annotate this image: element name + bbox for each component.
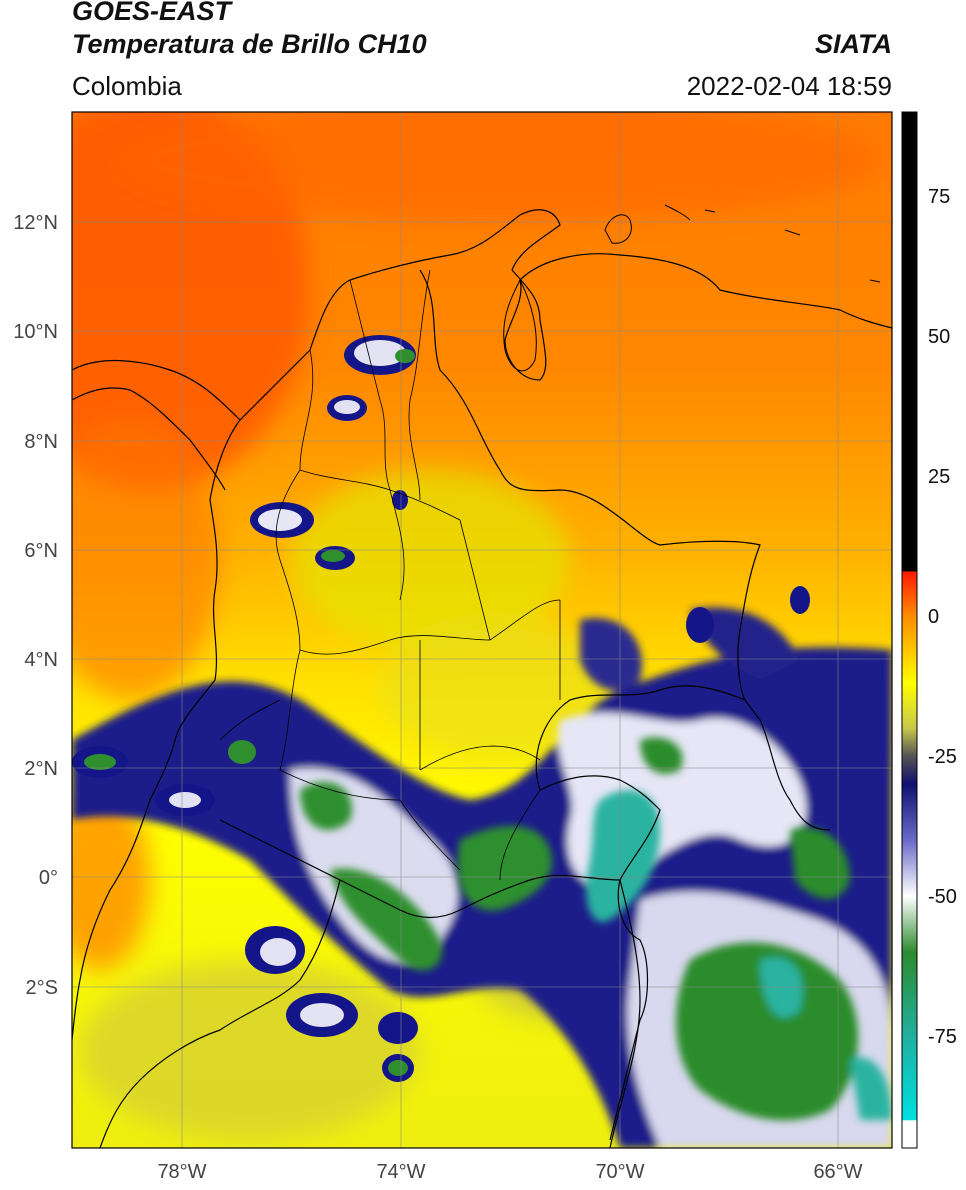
colorbar-tick-label: 25 — [928, 466, 950, 488]
lat-tick-label: 10°N — [13, 321, 58, 343]
lon-tick-label: 66°W — [813, 1161, 862, 1183]
colorbar-tick-label: 75 — [928, 186, 950, 208]
lat-tick-label: 0° — [39, 867, 58, 889]
ecuador-peru-border — [99, 879, 341, 1148]
lon-tick-label: 70°W — [595, 1161, 644, 1183]
lat-tick-label: 4°N — [24, 649, 58, 671]
colorbar-tick-label: -75 — [928, 1026, 957, 1048]
colorbar-tick-label: 0 — [928, 606, 939, 628]
lon-tick-label: 74°W — [376, 1161, 425, 1183]
satellite-title: GOES-EAST — [72, 0, 232, 26]
isolated-convective-cells — [72, 335, 810, 1082]
colorbar — [902, 112, 917, 1148]
agency-label: SIATA — [815, 29, 892, 59]
lon-tick-label: 78°W — [157, 1161, 206, 1183]
lake-maracaibo — [503, 278, 537, 372]
satellite-imagery — [72, 112, 892, 1148]
graticule — [72, 112, 892, 1148]
colombia-peru-border — [219, 819, 621, 919]
product-title: Temperatura de Brillo CH10 — [72, 29, 427, 59]
timestamp-label: 2022-02-04 18:59 — [686, 71, 892, 101]
colorbar-tick-label: 50 — [928, 326, 950, 348]
lat-tick-label: 6°N — [24, 540, 58, 562]
colorbar-tick-label: -25 — [928, 746, 957, 768]
region-label: Colombia — [72, 71, 182, 101]
lat-tick-label: 2°N — [24, 758, 58, 780]
latitude-axis: 12°N 10°N 8°N 6°N 4°N 2°N 0° 2°S — [13, 212, 58, 999]
dept-boundaries — [219, 269, 561, 881]
colombia-venezuela-border — [419, 269, 831, 831]
caribbean-coast — [72, 209, 892, 421]
lat-tick-label: 12°N — [13, 212, 58, 234]
pacific-coast — [72, 419, 241, 1041]
map-frame — [71, 111, 893, 1149]
colorbar-tick-label: -50 — [928, 886, 957, 908]
venezuela-coast-islands — [604, 204, 881, 283]
panama-coast — [72, 387, 226, 491]
colombia-brazil-border — [535, 685, 746, 1141]
colorbar-ticks: 75 50 25 0 -25 -50 -75 — [928, 186, 957, 1048]
coastlines-and-borders — [72, 204, 892, 1148]
lat-tick-label: 8°N — [24, 431, 58, 453]
longitude-axis: 78°W 74°W 70°W 66°W — [157, 1161, 862, 1183]
peru-brazil-border — [609, 879, 641, 1148]
lat-tick-label: 2°S — [26, 977, 58, 999]
colorbar-frame — [901, 111, 918, 1149]
